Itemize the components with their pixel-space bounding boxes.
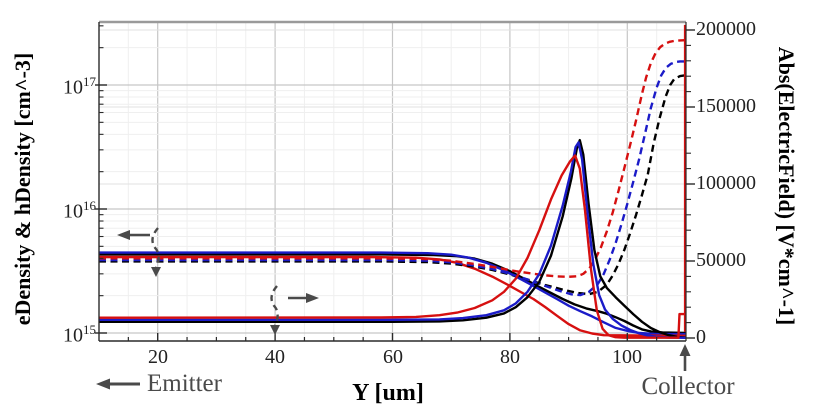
x-tick-label: 60 [383, 346, 403, 368]
field-dashed-pointer [270, 285, 279, 327]
curve-hDensity-blue [99, 60, 686, 297]
right-y-tick-label: 50000 [696, 249, 746, 271]
curve-ElectricField-red [98, 154, 686, 339]
right-y-tick-label: 150000 [696, 95, 756, 117]
x-axis-title: Y [um] [352, 380, 424, 406]
density-dashed-pointer-head [151, 267, 161, 277]
left-y-tick-label: 1017 [63, 74, 96, 99]
x-tick-label: 100 [612, 346, 642, 368]
right-y-tick-label: 0 [696, 326, 706, 348]
field-arrow-right-head [306, 293, 319, 303]
collector-label: Collector [641, 373, 735, 400]
curve-eDensity-blue [99, 251, 686, 336]
curve-eDensity-red [99, 255, 687, 337]
left-axis-title: eDensity & hDensity [cm^-3] [10, 52, 35, 326]
emitter-label: Emitter [147, 370, 222, 397]
density-dashed-pointer [151, 227, 160, 269]
density-arrow-left-head [117, 230, 130, 240]
field-dashed-pointer-head [270, 325, 280, 335]
collector-arrow-up-head [679, 344, 691, 356]
x-tick-label: 80 [500, 346, 520, 368]
left-y-tick-label: 1016 [63, 198, 96, 223]
right-y-tick-label: 100000 [696, 172, 756, 194]
curve-ElectricField-blue [99, 141, 687, 339]
right-y-tick-label: 200000 [696, 18, 756, 40]
emitter-arrow-left-head [96, 378, 110, 390]
left-y-tick-label: 1015 [63, 322, 96, 347]
right-axis-title: Abs(ElectricField) [V*cm^-1] [774, 46, 799, 326]
curve-ElectricField-black [99, 138, 687, 339]
x-tick-label: 20 [148, 346, 168, 368]
x-tick-label: 40 [265, 346, 285, 368]
curve-hDensity-red [99, 38, 687, 278]
